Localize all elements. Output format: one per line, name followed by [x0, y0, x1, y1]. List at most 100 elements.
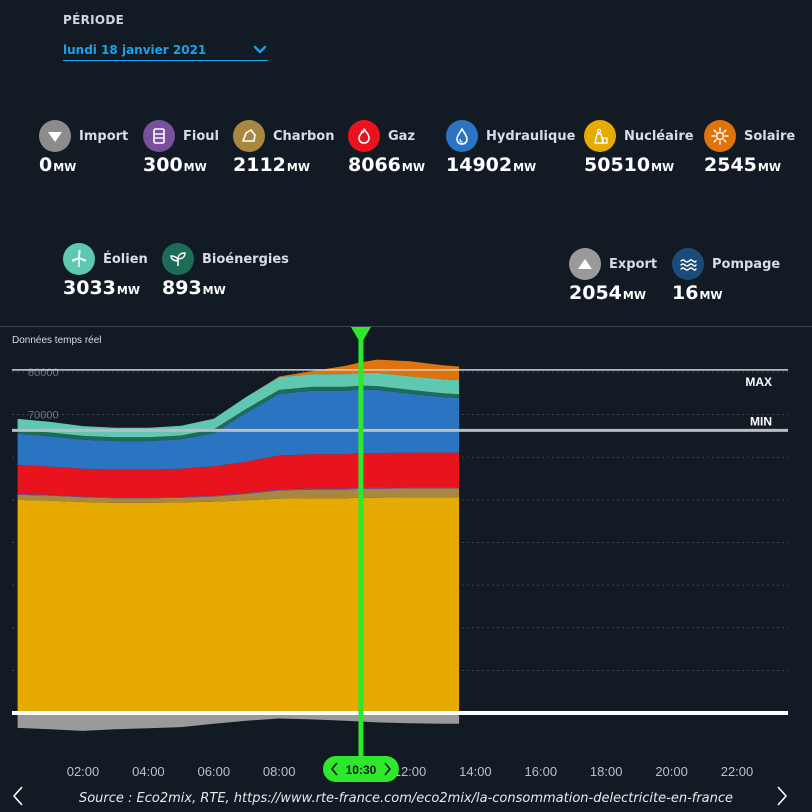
area-series-export	[17, 713, 460, 731]
nuclear-plant-icon	[584, 120, 616, 152]
source-value-number: 3033	[63, 277, 116, 299]
x-tick-label: 08:00	[263, 764, 296, 779]
source-label: Charbon	[273, 128, 335, 144]
source-value-number: 50510	[584, 154, 651, 176]
arrow-up-icon	[569, 248, 601, 280]
chart-title: Données temps réel	[12, 335, 102, 346]
source-value: 300MW	[143, 154, 219, 176]
coal-icon	[233, 120, 265, 152]
source-pompage: Pompage 16MW	[672, 248, 780, 304]
waves-icon	[672, 248, 704, 280]
source-value-unit: MW	[183, 161, 207, 174]
area-series-solaire	[17, 359, 460, 428]
production-chart-svg: Données temps réel0100002000030000400005…	[0, 326, 812, 782]
source-export: Export 2054MW	[569, 248, 657, 304]
source-gaz: Gaz 8066MW	[348, 120, 425, 176]
source-label: Import	[79, 128, 129, 144]
source-value-unit: MW	[622, 289, 646, 302]
source-value-unit: MW	[401, 161, 425, 174]
source-header: Éolien	[63, 243, 148, 275]
next-day-button[interactable]	[772, 784, 792, 808]
source-label: Gaz	[388, 128, 416, 144]
periode-dropdown[interactable]: lundi 18 janvier 2021	[63, 39, 268, 61]
source-value-number: 8066	[348, 154, 401, 176]
source-charbon: Charbon 2112MW	[233, 120, 334, 176]
x-tick-label: 14:00	[459, 764, 492, 779]
source-header: Charbon	[233, 120, 334, 152]
time-cursor-handle-top	[350, 327, 371, 344]
leaf-icon	[162, 243, 194, 275]
source-header: Pompage	[672, 248, 780, 280]
source-fioul: Fioul 300MW	[143, 120, 219, 176]
wind-turbine-icon	[63, 243, 95, 275]
area-series-charbon	[17, 488, 460, 503]
source-label: Bioénergies	[202, 251, 289, 267]
source-value-unit: MW	[757, 161, 781, 174]
x-tick-label: 20:00	[655, 764, 688, 779]
source-value: 893MW	[162, 277, 289, 299]
area-series-gaz	[17, 452, 460, 498]
source-label: Export	[609, 256, 658, 272]
source-header: Bioénergies	[162, 243, 289, 275]
source-eolien: Éolien 3033MW	[63, 243, 148, 299]
source-value-unit: MW	[53, 161, 77, 174]
y-tick-label: 80000	[28, 367, 59, 379]
area-series-éolien	[17, 372, 460, 438]
source-label: Pompage	[712, 256, 781, 272]
flame-icon	[348, 120, 380, 152]
barrel-icon	[143, 120, 175, 152]
x-tick-label: 02:00	[67, 764, 100, 779]
y-tick-label: 70000	[28, 410, 59, 422]
source-value: 8066MW	[348, 154, 425, 176]
source-value: 3033MW	[63, 277, 148, 299]
source-value-unit: MW	[202, 284, 226, 297]
x-tick-label: 16:00	[525, 764, 558, 779]
source-value: 0MW	[39, 154, 128, 176]
source-value-unit: MW	[513, 161, 537, 174]
periode-value: lundi 18 janvier 2021	[63, 42, 207, 57]
source-hydraulique: Hydraulique 14902MW	[446, 120, 575, 176]
source-note: Source : Eco2mix, RTE, https://www.rte-f…	[78, 791, 734, 806]
source-value: 16MW	[672, 282, 780, 304]
source-value-number: 893	[162, 277, 202, 299]
source-value: 50510MW	[584, 154, 694, 176]
chevron-left-icon	[330, 762, 338, 776]
source-value-number: 2054	[569, 282, 622, 304]
source-label: Fioul	[183, 128, 219, 144]
source-header: Hydraulique	[446, 120, 575, 152]
source-header: Import	[39, 120, 128, 152]
source-label: Nucléaire	[624, 128, 694, 144]
chevron-down-icon	[253, 45, 267, 53]
source-label: Solaire	[744, 128, 796, 144]
x-tick-label: 22:00	[721, 764, 754, 779]
arrow-down-icon	[39, 120, 71, 152]
source-value-unit: MW	[699, 289, 723, 302]
chevron-right-icon	[384, 762, 391, 776]
min-label: MIN	[750, 414, 772, 428]
x-tick-label: 12:00	[394, 764, 427, 779]
source-header: Export	[569, 248, 657, 280]
source-solaire: Solaire 2545MW	[704, 120, 795, 176]
source-value-number: 2545	[704, 154, 757, 176]
source-value-number: 300	[143, 154, 183, 176]
source-value-unit: MW	[286, 161, 310, 174]
source-header: Nucléaire	[584, 120, 694, 152]
chevron-right-icon	[777, 786, 788, 806]
source-value: 2545MW	[704, 154, 795, 176]
area-series-bioénergies	[17, 385, 460, 442]
time-cursor-handle[interactable]	[322, 756, 399, 782]
x-tick-label: 18:00	[590, 764, 623, 779]
previous-day-button[interactable]	[8, 784, 28, 808]
source-import: Import 0MW	[39, 120, 128, 176]
source-value: 2054MW	[569, 282, 657, 304]
max-label: MAX	[745, 375, 772, 389]
area-series-nucléaire	[17, 497, 460, 713]
x-tick-label: 04:00	[132, 764, 165, 779]
source-nucleaire: Nucléaire 50510MW	[584, 120, 694, 176]
x-tick-label: 06:00	[198, 764, 231, 779]
production-chart: Données temps réel0100002000030000400005…	[0, 326, 812, 812]
source-value-unit: MW	[116, 284, 140, 297]
area-series-fioul	[17, 487, 460, 499]
source-header: Solaire	[704, 120, 795, 152]
periode-label: PÉRIODE	[63, 13, 125, 27]
